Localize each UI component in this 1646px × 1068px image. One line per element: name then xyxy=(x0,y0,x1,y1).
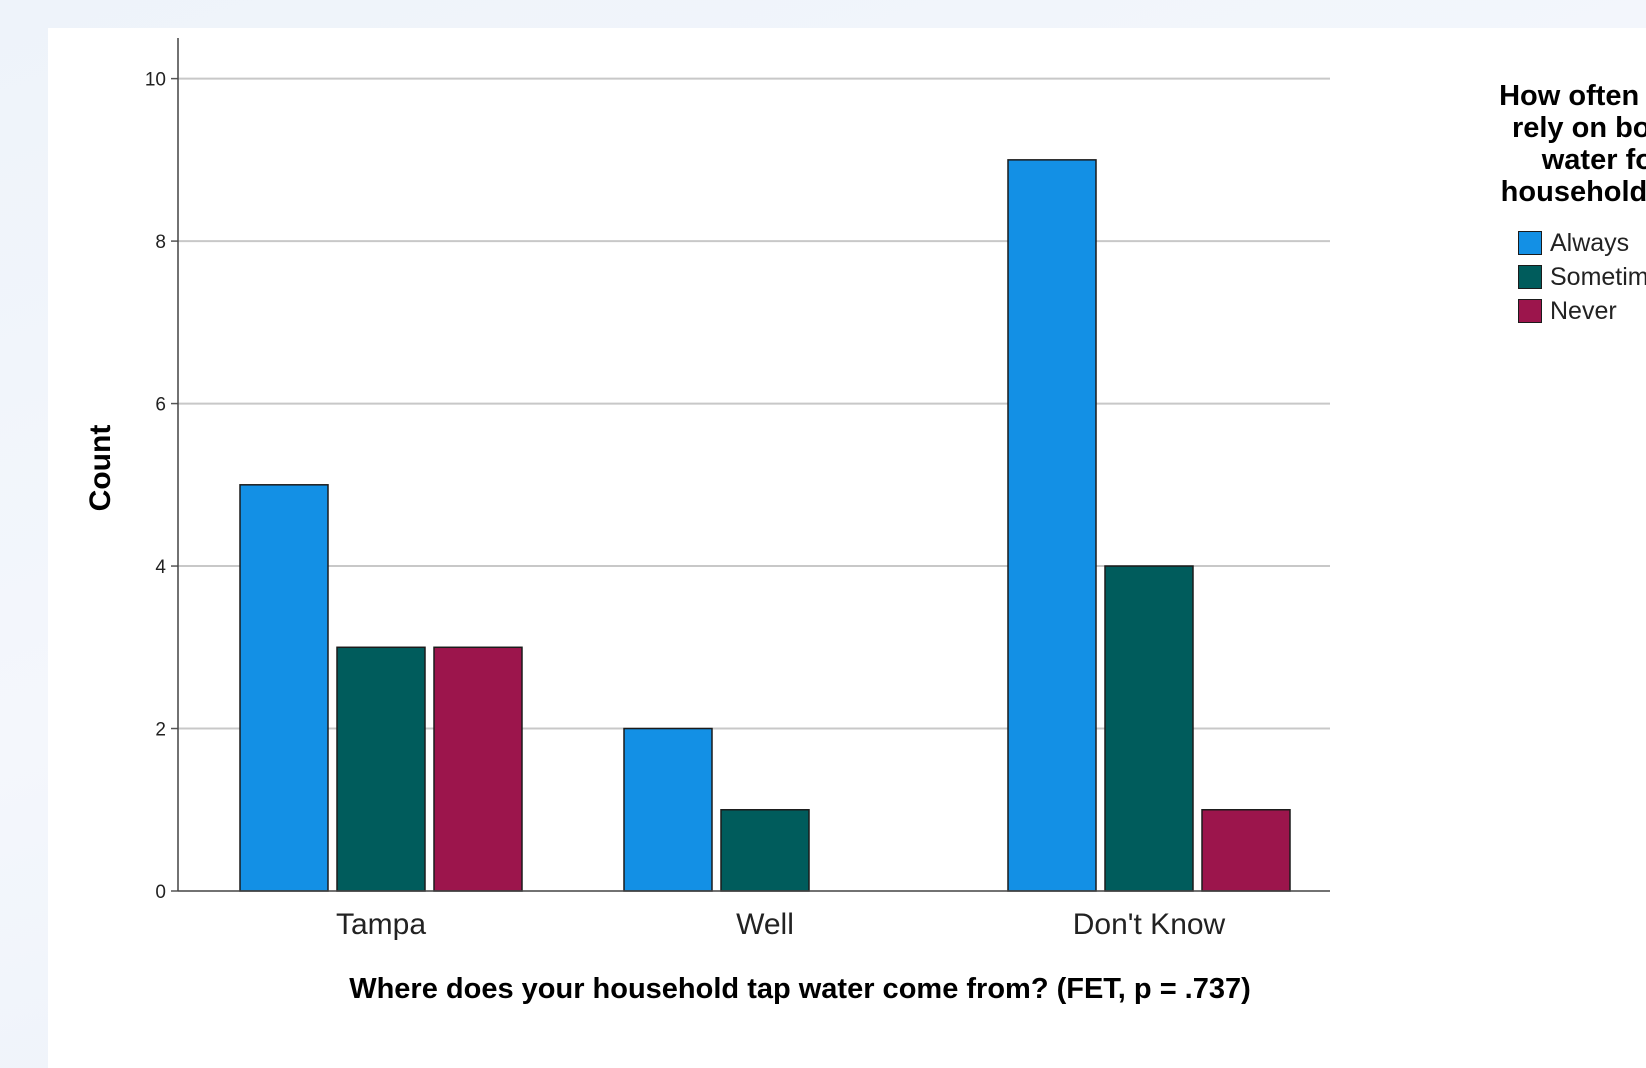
legend-swatch-sometimes xyxy=(1518,265,1542,289)
y-tick-label: 4 xyxy=(155,557,166,578)
legend-swatch-never xyxy=(1518,299,1542,323)
y-tick-label: 2 xyxy=(155,720,166,741)
bar-chart: 0 2 4 6 8 10 Tampa Well Don't Know Where does you… xyxy=(84,38,1330,1005)
bar-sometimes-0 xyxy=(336,646,426,892)
bar-never-0 xyxy=(433,646,523,892)
bar-always-1 xyxy=(623,727,713,892)
x-tick-label: Well xyxy=(736,908,794,941)
bars xyxy=(239,159,1291,892)
legend-label: Never xyxy=(1550,296,1617,325)
legend-items: Always Sometimes Never xyxy=(1458,226,1646,328)
legend-item-always: Always xyxy=(1518,226,1646,260)
axes xyxy=(171,38,1330,892)
y-tick-label: 6 xyxy=(155,395,166,416)
x-axis-title: Where does your household tap water come… xyxy=(349,973,1251,1005)
bar-never-2 xyxy=(1201,809,1291,892)
legend: How often do y rely on bottle water for … xyxy=(1458,80,1646,328)
labels: 0 2 4 6 8 10 Tampa Well Don't Know Where does you… xyxy=(84,70,1251,1005)
y-tick-label: 8 xyxy=(155,232,166,253)
bar-sometimes-1 xyxy=(720,809,810,892)
y-tick-label: 10 xyxy=(145,70,166,91)
bar-always-2 xyxy=(1007,159,1097,892)
bar-always-0 xyxy=(239,484,329,892)
y-axis-title: Count xyxy=(84,425,117,512)
bar-sometimes-2 xyxy=(1104,565,1194,892)
legend-swatch-always xyxy=(1518,231,1542,255)
legend-title-line: How often do y xyxy=(1499,80,1646,112)
x-tick-label: Tampa xyxy=(336,908,426,941)
legend-label: Sometimes xyxy=(1550,262,1646,291)
legend-item-never: Never xyxy=(1518,294,1646,328)
legend-label: Always xyxy=(1550,228,1630,257)
legend-title-line: rely on bottle xyxy=(1511,112,1646,144)
legend-item-sometimes: Sometimes xyxy=(1518,260,1646,294)
y-tick-label: 0 xyxy=(155,882,166,903)
legend-title: How often do y rely on bottle water for … xyxy=(1458,80,1646,208)
legend-title-line: household nee xyxy=(1500,176,1646,208)
legend-title-line: water for xyxy=(1541,144,1646,176)
x-tick-label: Don't Know xyxy=(1073,908,1226,941)
chart-panel: 0 2 4 6 8 10 Tampa Well Don't Know Where does you… xyxy=(48,28,1646,1068)
